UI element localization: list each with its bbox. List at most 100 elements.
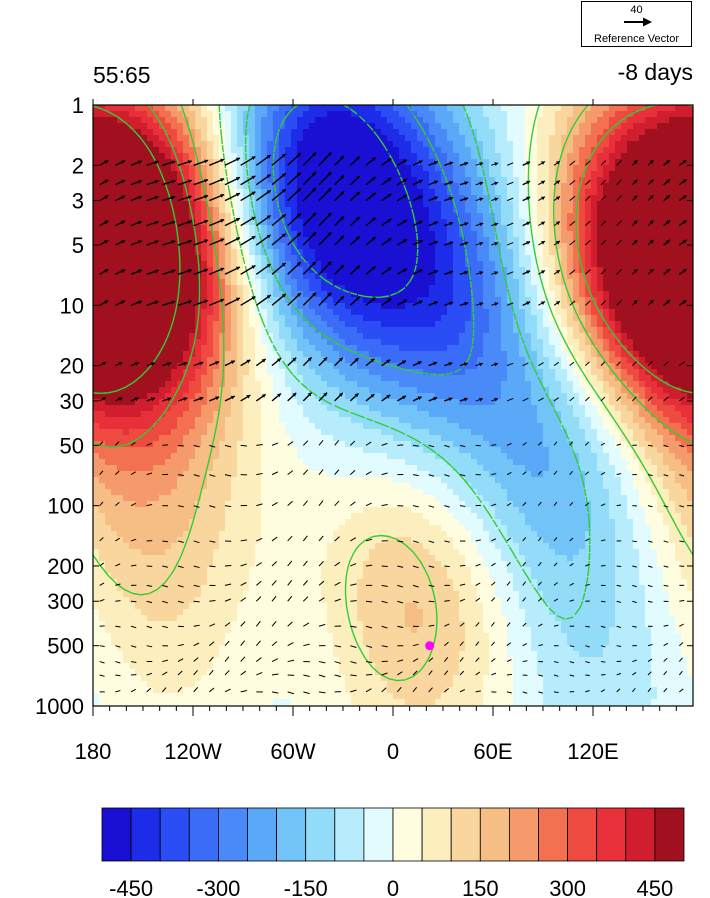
- heatmap-cell: [93, 375, 100, 382]
- heatmap-cell: [453, 339, 460, 346]
- heatmap-cell: [189, 291, 196, 298]
- heatmap-cell: [621, 231, 628, 238]
- heatmap-cell: [429, 351, 436, 358]
- heatmap-cell: [393, 339, 400, 346]
- heatmap-cell: [105, 201, 112, 208]
- heatmap-cell: [111, 357, 118, 364]
- heatmap-cell: [609, 351, 616, 358]
- heatmap-cell: [411, 129, 418, 136]
- heatmap-cell: [129, 111, 136, 118]
- heatmap-cell: [537, 141, 544, 148]
- heatmap-cell: [123, 309, 130, 316]
- heatmap-cell: [273, 333, 280, 340]
- heatmap-cell: [411, 165, 418, 172]
- heatmap-cell: [285, 279, 292, 286]
- heatmap-cell: [495, 141, 502, 148]
- heatmap-cell: [519, 231, 526, 238]
- heatmap-cell: [123, 171, 130, 178]
- heatmap-cell: [315, 129, 322, 136]
- heatmap-cell: [183, 165, 190, 172]
- heatmap-cell: [531, 387, 538, 394]
- heatmap-cell: [675, 147, 682, 154]
- heatmap-cell: [147, 285, 154, 292]
- heatmap-cell: [609, 207, 616, 214]
- heatmap-cell: [231, 111, 238, 118]
- heatmap-cell: [201, 279, 208, 286]
- heatmap-cell: [465, 213, 472, 220]
- heatmap-cell: [345, 255, 352, 262]
- heatmap-cell: [105, 327, 112, 334]
- heatmap-field: [93, 105, 694, 712]
- heatmap-cell: [393, 213, 400, 220]
- heatmap-cell: [171, 261, 178, 268]
- heatmap-cell: [441, 339, 448, 346]
- heatmap-cell: [111, 309, 118, 316]
- heatmap-cell: [507, 225, 514, 232]
- heatmap-cell: [459, 339, 466, 346]
- heatmap-cell: [105, 189, 112, 196]
- heatmap-cell: [171, 363, 178, 370]
- heatmap-cell: [111, 369, 118, 376]
- heatmap-cell: [579, 339, 586, 346]
- heatmap-cell: [657, 123, 664, 130]
- heatmap-cell: [207, 321, 214, 328]
- heatmap-cell: [573, 105, 580, 112]
- heatmap-cell: [201, 333, 208, 340]
- heatmap-cell: [453, 237, 460, 244]
- heatmap-cell: [657, 129, 664, 136]
- heatmap-cell: [447, 285, 454, 292]
- heatmap-cell: [651, 303, 658, 310]
- heatmap-cell: [513, 243, 520, 250]
- heatmap-cell: [477, 357, 484, 364]
- heatmap-cell: [165, 351, 172, 358]
- heatmap-cell: [513, 189, 520, 196]
- heatmap-cell: [291, 273, 298, 280]
- heatmap-cell: [471, 357, 478, 364]
- heatmap-cell: [279, 147, 286, 154]
- heatmap-cell: [213, 147, 220, 154]
- heatmap-cell: [543, 333, 550, 340]
- heatmap-cell: [369, 375, 376, 382]
- heatmap-cell: [213, 309, 220, 316]
- heatmap-cell: [237, 351, 244, 358]
- heatmap-cell: [507, 231, 514, 238]
- heatmap-cell: [189, 105, 196, 112]
- heatmap-cell: [363, 345, 370, 352]
- heatmap-cell: [189, 363, 196, 370]
- heatmap-cell: [141, 177, 148, 184]
- heatmap-cell: [513, 303, 520, 310]
- heatmap-cell: [483, 111, 490, 118]
- heatmap-cell: [207, 105, 214, 112]
- heatmap-cell: [549, 363, 556, 370]
- heatmap-cell: [537, 231, 544, 238]
- heatmap-cell: [561, 189, 568, 196]
- heatmap-cell: [447, 213, 454, 220]
- heatmap-cell: [447, 201, 454, 208]
- heatmap-cell: [447, 387, 454, 394]
- heatmap-cell: [105, 339, 112, 346]
- heatmap-cell: [399, 201, 406, 208]
- heatmap-cell: [201, 213, 208, 220]
- heatmap-cell: [549, 207, 556, 214]
- heatmap-cell: [225, 309, 232, 316]
- heatmap-cell: [285, 285, 292, 292]
- heatmap-cell: [405, 225, 412, 232]
- heatmap-cell: [387, 117, 394, 124]
- heatmap-cell: [471, 255, 478, 262]
- heatmap-cell: [603, 123, 610, 130]
- heatmap-cell: [261, 123, 268, 130]
- heatmap-cell: [633, 255, 640, 262]
- heatmap-cell: [177, 321, 184, 328]
- heatmap-cell: [441, 297, 448, 304]
- heatmap-cell: [321, 165, 328, 172]
- heatmap-cell: [159, 393, 166, 400]
- heatmap-cell: [549, 141, 556, 148]
- heatmap-cell: [399, 147, 406, 154]
- heatmap-cell: [663, 279, 670, 286]
- heatmap-cell: [357, 363, 364, 370]
- heatmap-cell: [231, 171, 238, 178]
- heatmap-cell: [123, 399, 130, 406]
- heatmap-cell: [357, 105, 364, 112]
- heatmap-cell: [585, 303, 592, 310]
- heatmap-cell: [123, 327, 130, 334]
